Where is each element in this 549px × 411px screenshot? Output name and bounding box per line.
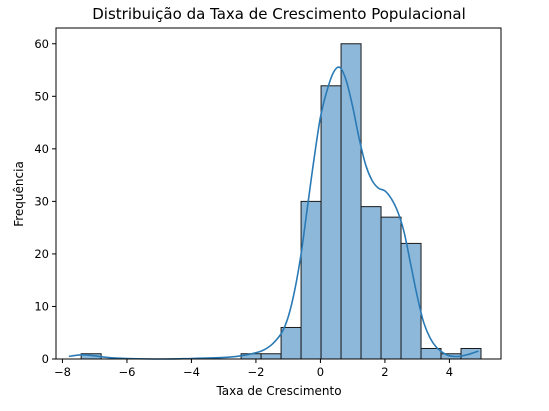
y-axis-ticks: 0 10 20 30 40 50 60 [34,37,56,366]
x-axis-ticks: −8 −6 −4 −2 0 2 4 [54,359,453,379]
kde-curve [68,66,479,360]
chart-title: Distribuição da Taxa de Crescimento Popu… [92,5,466,23]
histogram-bar [260,353,282,360]
y-tick-label: 10 [34,299,49,313]
histogram-bar [300,200,322,360]
histogram-bar [280,326,302,360]
x-tick-label: 2 [381,365,388,379]
x-tick-label: −6 [118,365,135,379]
histogram-bar [380,216,402,360]
x-tick-label: 0 [317,365,324,379]
y-tick-label: 50 [34,89,49,103]
x-tick-label: −2 [247,365,264,379]
x-tick-label: 4 [446,365,453,379]
plot-frame [55,27,502,360]
y-tick-label: 20 [34,247,49,261]
y-tick-label: 60 [34,37,49,51]
histogram-bar [420,347,442,360]
histogram-bar [320,85,342,360]
y-tick-label: 30 [34,194,49,208]
x-tick-label: −4 [183,365,200,379]
x-axis-label: Taxa de Crescimento [215,384,341,398]
y-tick-label: 0 [42,352,49,366]
histogram-bar [360,206,382,360]
x-tick-label: −8 [54,365,71,379]
histogram-bar [340,43,362,360]
y-tick-label: 40 [34,142,49,156]
y-axis-label: Frequência [12,161,26,227]
